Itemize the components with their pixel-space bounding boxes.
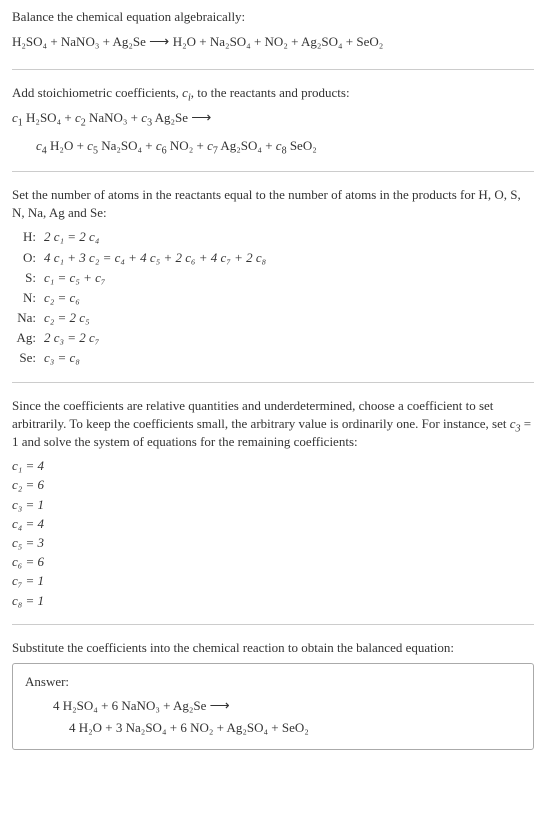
atom-eq: c₂ = c₆ bbox=[44, 289, 534, 307]
atom-eq: 2 c₁ = 2 c₄ bbox=[44, 228, 534, 246]
atom-row: O: 4 c₁ + 3 c₂ = c₄ + 4 c₅ + 2 c₆ + 4 c₇… bbox=[12, 249, 534, 267]
stoich-equation-line1: c1 H₂SO₄ + c2 NaNO₃ + c3 Ag₂Se ⟶ bbox=[12, 108, 534, 130]
atom-eq: c₁ = c₅ + c₇ bbox=[44, 269, 534, 287]
coeff-row: c₈ = 1 bbox=[12, 592, 534, 610]
divider bbox=[12, 69, 534, 70]
intro-line1: Balance the chemical equation algebraica… bbox=[12, 8, 534, 26]
atom-row: Se: c₃ = c₈ bbox=[12, 349, 534, 367]
coeff-row: c₄ = 4 bbox=[12, 515, 534, 533]
answer-equation-line1: 4 H₂SO₄ + 6 NaNO₃ + Ag₂Se ⟶ bbox=[25, 696, 521, 718]
coeff-row: c₆ = 6 bbox=[12, 553, 534, 571]
solve-text: Since the coefficients are relative quan… bbox=[12, 397, 534, 452]
atom-row: H: 2 c₁ = 2 c₄ bbox=[12, 228, 534, 246]
answer-box: Answer: 4 H₂SO₄ + 6 NaNO₃ + Ag₂Se ⟶ 4 H₂… bbox=[12, 663, 534, 750]
ci-var: ci bbox=[182, 85, 191, 100]
coeff-row: c₅ = 3 bbox=[12, 534, 534, 552]
coeff-row: c₃ = 1 bbox=[12, 496, 534, 514]
coeff-row: c₇ = 1 bbox=[12, 572, 534, 590]
atoms-section: Set the number of atoms in the reactants… bbox=[12, 186, 534, 368]
products: H₂O + Na₂SO₄ + NO₂ + Ag₂SO₄ + SeO₂ bbox=[173, 34, 384, 49]
coeff-row: c₂ = 6 bbox=[12, 476, 534, 494]
stoich-text: Add stoichiometric coefficients, ci, to … bbox=[12, 84, 534, 102]
atom-label: S: bbox=[12, 269, 44, 287]
c3-var: c3 bbox=[510, 416, 521, 431]
divider bbox=[12, 382, 534, 383]
stoich-equation-line2: c4 H₂O + c5 Na₂SO₄ + c6 NO₂ + c7 Ag₂SO₄ … bbox=[12, 136, 534, 157]
atom-row: Ag: 2 c₃ = 2 c₇ bbox=[12, 329, 534, 347]
atom-row: N: c₂ = c₆ bbox=[12, 289, 534, 307]
coeff-list: c₁ = 4 c₂ = 6 c₃ = 1 c₄ = 4 c₅ = 3 c₆ = … bbox=[12, 457, 534, 610]
atom-label: Ag: bbox=[12, 329, 44, 347]
atom-table: H: 2 c₁ = 2 c₄ O: 4 c₁ + 3 c₂ = c₄ + 4 c… bbox=[12, 228, 534, 367]
atom-label: H: bbox=[12, 228, 44, 246]
atom-label: N: bbox=[12, 289, 44, 307]
atom-eq: 2 c₃ = 2 c₇ bbox=[44, 329, 534, 347]
arrow-icon: ⟶ bbox=[210, 699, 230, 714]
arrow-icon: ⟶ bbox=[191, 111, 211, 126]
atom-row: S: c₁ = c₅ + c₇ bbox=[12, 269, 534, 287]
answer-equation-line2: 4 H₂O + 3 Na₂SO₄ + 6 NO₂ + Ag₂SO₄ + SeO₂ bbox=[25, 718, 521, 739]
atom-row: Na: c₂ = 2 c₅ bbox=[12, 309, 534, 327]
reactants: H₂SO₄ + NaNO₃ + Ag₂Se bbox=[12, 34, 146, 49]
answer-label: Answer: bbox=[25, 674, 521, 690]
stoich-section: Add stoichiometric coefficients, ci, to … bbox=[12, 84, 534, 157]
atom-label: Se: bbox=[12, 349, 44, 367]
intro-section: Balance the chemical equation algebraica… bbox=[12, 8, 534, 55]
atom-eq: c₃ = c₈ bbox=[44, 349, 534, 367]
atom-label: Na: bbox=[12, 309, 44, 327]
arrow-icon: ⟶ bbox=[149, 35, 173, 50]
atom-eq: 4 c₁ + 3 c₂ = c₄ + 4 c₅ + 2 c₆ + 4 c₇ + … bbox=[44, 249, 534, 267]
divider bbox=[12, 171, 534, 172]
atom-label: O: bbox=[12, 249, 44, 267]
divider bbox=[12, 624, 534, 625]
initial-equation: H₂SO₄ + NaNO₃ + Ag₂Se ⟶ H₂O + Na₂SO₄ + N… bbox=[12, 32, 534, 54]
solve-section: Since the coefficients are relative quan… bbox=[12, 397, 534, 610]
coeff-row: c₁ = 4 bbox=[12, 457, 534, 475]
final-section: Substitute the coefficients into the che… bbox=[12, 639, 534, 750]
atom-eq: c₂ = 2 c₅ bbox=[44, 309, 534, 327]
final-text: Substitute the coefficients into the che… bbox=[12, 639, 534, 657]
atoms-intro: Set the number of atoms in the reactants… bbox=[12, 186, 534, 222]
